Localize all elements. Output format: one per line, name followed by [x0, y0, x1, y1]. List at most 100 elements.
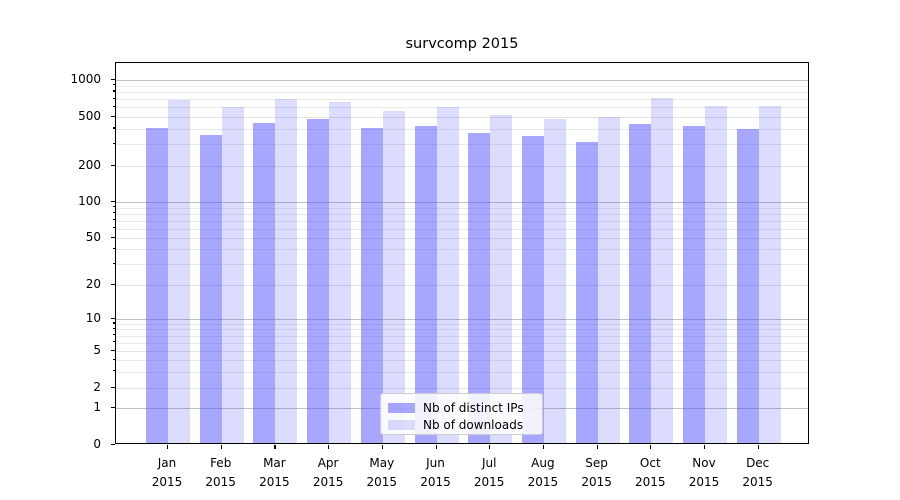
- y-tick-label-20: 20: [85, 277, 101, 291]
- minor-gridline: [116, 371, 808, 373]
- x-tick-mark: [435, 445, 437, 449]
- minor-gridline: [116, 107, 808, 109]
- x-tick-mark: [220, 445, 222, 449]
- y-tick-mark: [111, 317, 115, 319]
- y-tick-label-500: 500: [78, 109, 101, 123]
- y-minor-tick-mark: [113, 341, 115, 343]
- y-minor-tick-mark: [113, 227, 115, 229]
- y-tick-label-1: 1: [93, 400, 101, 414]
- x-tick-label-jan: Jan 2015: [151, 456, 183, 489]
- x-tick-mark: [596, 445, 598, 449]
- y-tick-mark: [111, 283, 115, 285]
- bar-downloads-jul: [490, 115, 513, 443]
- y-tick-mark: [111, 164, 115, 166]
- minor-gridline: [116, 264, 808, 266]
- x-tick-label-oct: Oct 2015: [635, 456, 666, 489]
- y-minor-tick-mark: [113, 219, 115, 221]
- y-minor-tick-mark: [113, 327, 115, 329]
- x-tick-mark: [757, 445, 759, 449]
- y-tick-label-2: 2: [93, 380, 101, 394]
- x-tick-mark: [704, 445, 706, 449]
- x-tick-mark: [381, 445, 383, 449]
- y-minor-tick-mark: [113, 206, 115, 208]
- plot-area: Nb of distinct IPs Nb of downloads: [115, 62, 809, 444]
- minor-gridline: [116, 323, 808, 325]
- labeled-minor-gridline: [116, 388, 808, 389]
- y-minor-tick-mark: [113, 247, 115, 250]
- labeled-minor-gridline: [116, 166, 808, 167]
- legend-label-downloads: Nb of downloads: [423, 417, 524, 432]
- chart-title: survcomp 2015: [405, 36, 519, 52]
- labeled-minor-gridline: [116, 238, 808, 239]
- bar-ips-jun: [414, 126, 437, 443]
- bar-ips-dec: [736, 129, 759, 443]
- y-minor-tick-mark: [113, 105, 115, 107]
- y-tick-mark: [111, 386, 115, 388]
- minor-gridline: [116, 329, 808, 331]
- y-minor-tick-mark: [113, 84, 115, 86]
- labeled-minor-gridline: [116, 285, 808, 286]
- bar-downloads-oct: [651, 97, 674, 443]
- y-tick-mark: [111, 200, 115, 202]
- x-tick-mark: [167, 445, 169, 449]
- bar-ips-feb: [199, 134, 222, 443]
- minor-gridline: [116, 249, 808, 251]
- y-minor-tick-mark: [113, 370, 115, 372]
- minor-gridline: [116, 128, 808, 130]
- x-tick-label-may: May 2015: [366, 456, 398, 489]
- minor-gridline: [116, 91, 808, 93]
- y-minor-tick-mark: [113, 334, 115, 336]
- bar-ips-sep: [575, 142, 598, 443]
- y-tick-label-50: 50: [85, 230, 101, 244]
- minor-gridline: [116, 220, 808, 222]
- bar-downloads-aug: [543, 119, 566, 443]
- bar-downloads-feb: [221, 107, 244, 443]
- labeled-minor-gridline: [116, 351, 808, 352]
- x-tick-label-dec: Dec 2015: [742, 456, 773, 489]
- legend-swatch-downloads: [388, 419, 415, 430]
- minor-gridline: [116, 360, 808, 361]
- bar-downloads-jan: [168, 100, 190, 443]
- bar-downloads-jun: [436, 107, 459, 443]
- legend-swatch-distinct-ips: [388, 402, 415, 413]
- x-tick-label-sep: Sep 2015: [581, 456, 612, 489]
- legend-label-distinct-ips: Nb of distinct IPs: [423, 400, 524, 415]
- labeled-minor-gridline: [116, 117, 808, 118]
- y-tick-label-100: 100: [78, 194, 101, 208]
- y-minor-tick-mark: [113, 262, 115, 264]
- bar-ips-apr: [307, 119, 330, 443]
- y-tick-mark: [111, 236, 115, 238]
- minor-gridline: [116, 213, 808, 215]
- x-tick-label-apr: Apr 2015: [312, 456, 344, 489]
- y-minor-tick-mark: [113, 90, 115, 92]
- bar-ips-oct: [629, 124, 652, 443]
- x-tick-mark: [328, 445, 330, 449]
- legend-item-distinct-ips: Nb of distinct IPs: [388, 399, 534, 416]
- minor-gridline: [116, 228, 808, 230]
- y-minor-tick-mark: [113, 142, 115, 144]
- legend: Nb of distinct IPs Nb of downloads: [380, 393, 543, 435]
- x-tick-label-feb: Feb 2015: [205, 456, 236, 489]
- y-tick-mark: [111, 115, 115, 117]
- bar-ips-may: [360, 127, 383, 443]
- x-tick-mark: [650, 445, 652, 449]
- bar-ips-mar: [253, 123, 276, 443]
- minor-gridline: [116, 335, 808, 337]
- x-tick-label-nov: Nov 2015: [688, 456, 720, 489]
- x-tick-label-mar: Mar 2015: [259, 456, 290, 489]
- y-tick-label-5: 5: [93, 343, 101, 357]
- bar-downloads-sep: [597, 117, 620, 443]
- bar-downloads-dec: [758, 105, 781, 443]
- y-minor-tick-mark: [113, 127, 115, 129]
- bar-ips-jan: [146, 128, 168, 443]
- legend-item-downloads: Nb of downloads: [388, 416, 534, 433]
- minor-gridline: [116, 144, 808, 146]
- y-minor-tick-mark: [113, 322, 115, 324]
- x-tick-label-aug: Aug 2015: [527, 456, 559, 489]
- bar-ips-aug: [521, 136, 544, 443]
- minor-gridline: [116, 85, 808, 87]
- x-tick-mark: [489, 445, 491, 449]
- minor-gridline: [116, 342, 808, 344]
- bar-ips-jul: [468, 132, 491, 443]
